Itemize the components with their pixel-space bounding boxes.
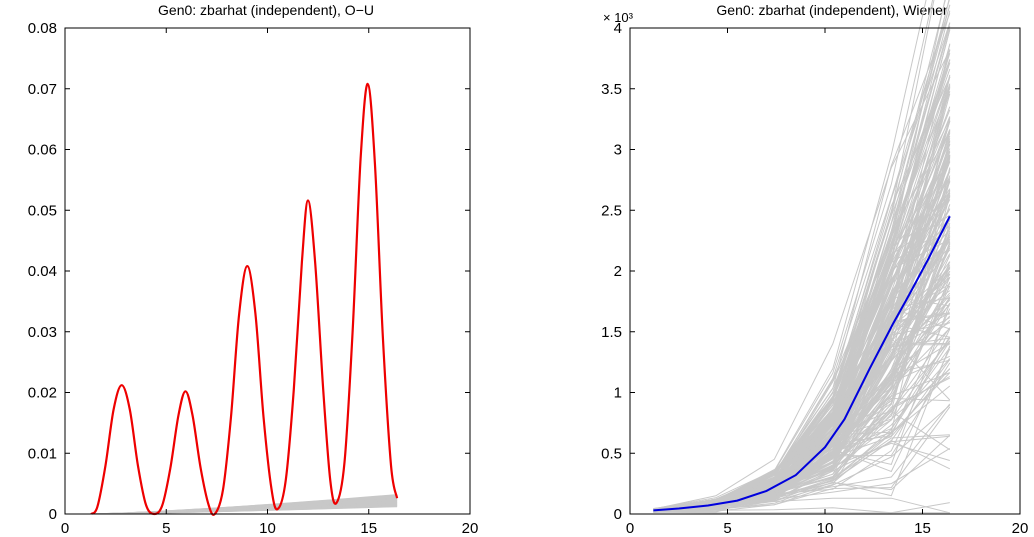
y-tick-label: 3.5 (601, 81, 622, 98)
axes-frame (64, 27, 471, 515)
y-tick-label: 3 (614, 142, 622, 159)
y-tick-label: 0.08 (28, 20, 57, 37)
sample-line (653, 0, 927, 510)
chart-title: Gen0: zbarhat (independent), O−U (158, 2, 374, 18)
axes-frame (629, 27, 1021, 515)
sample-line (653, 144, 951, 511)
x-tick-label: 15 (914, 520, 931, 537)
x-tick-label: 0 (626, 520, 634, 537)
plot-area: 0 5 10 15 20 0 0.01 0.02 0.03 0.04 0.05 0.06 0.07 0.0… (28, 20, 479, 537)
chart-ou: Gen0: zbarhat (independent), O−U 0 5 10 15 2… (28, 2, 479, 537)
y-tick-label: 0.02 (28, 385, 57, 402)
sample-line (653, 121, 951, 511)
x-tick-label: 20 (462, 520, 479, 537)
y-tick-label: 0.06 (28, 142, 57, 159)
sample-line (653, 0, 946, 510)
mean-line (653, 215, 951, 512)
sample-line (91, 494, 398, 515)
plot-area: 0 5 10 15 20 0 0.5 1 1.5 2 2.5 3 3.5 4 (601, 0, 1028, 537)
sample-line (653, 49, 951, 510)
x-tick-label: 20 (1012, 520, 1029, 537)
y-tick-label: 2 (614, 263, 622, 280)
sample-line (653, 511, 950, 514)
chart-title: Gen0: zbarhat (independent), Wiener (716, 2, 947, 18)
chart-wiener: Gen0: zbarhat (independent), Wiener × 10… (601, 0, 1028, 537)
y-tick-label: 0.07 (28, 81, 57, 98)
sample-line (653, 406, 951, 513)
y-tick-label: 0 (614, 506, 622, 523)
y-tick-label: 0 (49, 506, 57, 523)
y-tick-label: 0.05 (28, 202, 57, 219)
y-tick-label: 1 (614, 385, 622, 402)
y-exponent-label: × 10³ (603, 10, 634, 25)
x-tick-label: 5 (162, 520, 170, 537)
x-tick-label: 10 (817, 520, 834, 537)
y-tick-label: 0.5 (601, 445, 622, 462)
y-tick-label: 0.04 (28, 263, 57, 280)
series-line (90, 82, 399, 516)
y-tick-label: 0.03 (28, 324, 57, 341)
y-tick-label: 2.5 (601, 202, 622, 219)
x-tick-label: 5 (723, 520, 731, 537)
sample-line (653, 502, 950, 514)
y-tick-label: 0.01 (28, 445, 57, 462)
x-tick-label: 0 (61, 520, 69, 537)
sample-line (653, 368, 951, 512)
sample-line (653, 13, 951, 510)
x-tick-label: 15 (360, 520, 377, 537)
y-tick-label: 4 (614, 20, 622, 37)
x-tick-label: 10 (259, 520, 276, 537)
sample-line (653, 247, 951, 512)
y-tick-label: 1.5 (601, 324, 622, 341)
